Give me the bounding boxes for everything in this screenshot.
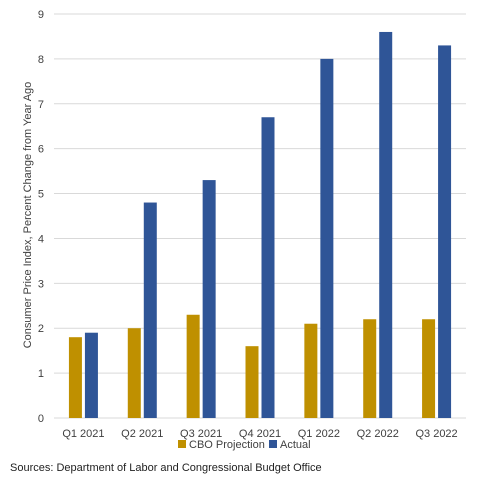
y-tick-label: 1	[38, 368, 44, 380]
x-tick-label: Q2 2022	[357, 428, 399, 440]
x-tick-label: Q4 2021	[239, 428, 281, 440]
bar-actual-2	[202, 180, 216, 418]
y-tick-label: 0	[38, 413, 44, 425]
bar-cbo-projection-3	[245, 346, 259, 418]
source-note: Sources: Department of Labor and Congres…	[10, 462, 322, 474]
y-tick-label: 7	[38, 99, 44, 111]
y-tick-label: 4	[38, 233, 44, 245]
y-tick-label: 8	[38, 54, 44, 66]
y-axis-ticks: 0 1 2 3 4 5 6 7 8 9	[38, 9, 44, 425]
x-tick-label: Q3 2022	[415, 428, 457, 440]
bar-actual-1	[143, 202, 157, 418]
legend-label-0: CBO Projection	[189, 439, 265, 451]
legend-swatch-0	[178, 440, 186, 448]
bar-actual-6	[438, 45, 452, 419]
y-tick-label: 3	[38, 278, 44, 290]
bar-cbo-projection-6	[422, 319, 436, 418]
x-tick-label: Q1 2022	[298, 428, 340, 440]
x-axis-ticks: Q1 2021 Q2 2021 Q3 2021 Q4 2021 Q1 2022 Q2 20…	[62, 428, 457, 440]
bar-actual-3	[261, 117, 275, 418]
y-tick-label: 9	[38, 9, 44, 21]
bars	[68, 31, 452, 419]
bar-cbo-projection-2	[186, 314, 200, 418]
x-tick-label: Q1 2021	[62, 428, 104, 440]
y-tick-label: 6	[38, 144, 44, 156]
y-tick-label: 5	[38, 189, 44, 201]
legend: CBO Projection Actual	[178, 439, 311, 451]
bar-cbo-projection-1	[127, 328, 141, 418]
bar-actual-4	[320, 58, 334, 419]
x-tick-label: Q3 2021	[180, 428, 222, 440]
bar-actual-5	[379, 31, 393, 418]
y-axis-title: Consumer Price Index, Percent Change fro…	[22, 82, 34, 349]
legend-swatch-1	[269, 440, 277, 448]
bar-actual-0	[84, 332, 98, 418]
x-tick-label: Q2 2021	[121, 428, 163, 440]
y-tick-label: 2	[38, 323, 44, 335]
legend-label-1: Actual	[280, 439, 311, 451]
gridlines	[54, 13, 466, 419]
bar-cbo-projection-4	[304, 323, 318, 418]
bar-cbo-projection-5	[363, 319, 377, 418]
bar-cbo-projection-0	[68, 337, 82, 418]
